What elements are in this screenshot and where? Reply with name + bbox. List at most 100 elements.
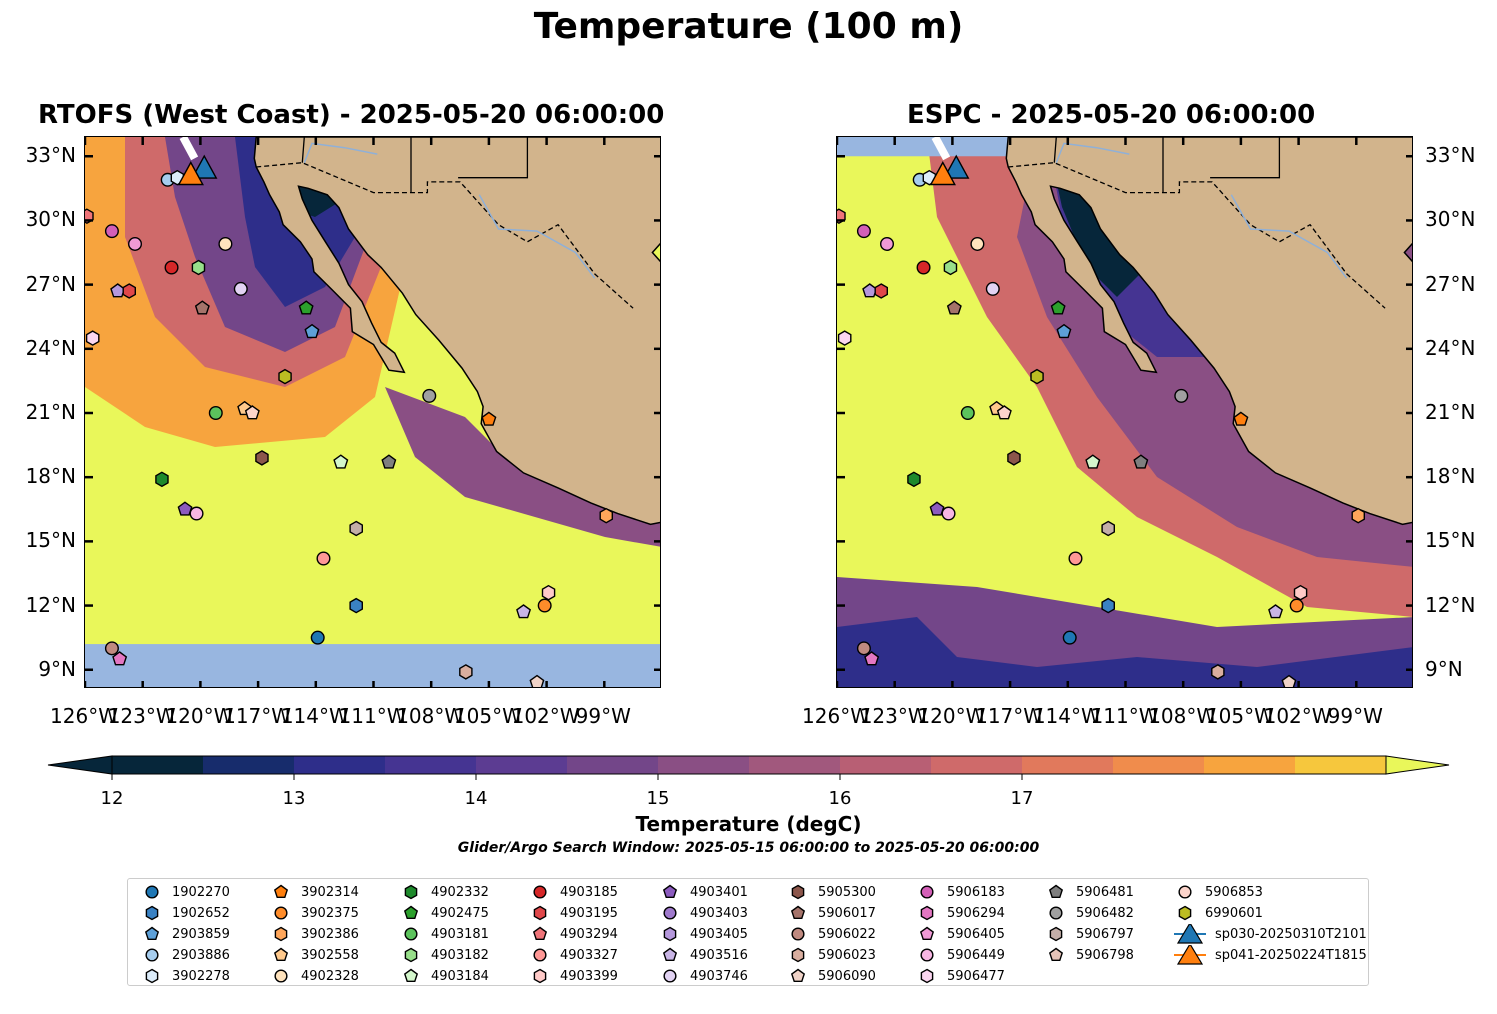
float-marker[interactable]: [255, 450, 269, 466]
float-marker[interactable]: [189, 506, 204, 521]
float-marker[interactable]: [960, 406, 975, 421]
float-marker[interactable]: [422, 388, 437, 403]
float-marker[interactable]: [1281, 674, 1297, 688]
legend-marker[interactable]: [404, 927, 418, 941]
float-marker[interactable]: [177, 501, 193, 516]
float-marker[interactable]: [1085, 454, 1101, 469]
float-marker[interactable]: [381, 454, 397, 469]
legend-marker[interactable]: [790, 968, 806, 983]
legend-marker[interactable]: [662, 884, 678, 899]
glider-marker[interactable]: [943, 154, 970, 179]
float-marker[interactable]: [516, 604, 532, 619]
legend-marker[interactable]: [1178, 885, 1192, 899]
float-marker[interactable]: [856, 224, 871, 239]
float-marker[interactable]: [310, 630, 325, 645]
legend-marker[interactable]: [404, 947, 418, 963]
legend-marker[interactable]: [403, 968, 419, 983]
glider-marker[interactable]: [177, 161, 204, 186]
legend-marker[interactable]: [920, 905, 934, 921]
float-marker[interactable]: [874, 283, 888, 299]
float-marker[interactable]: [122, 283, 136, 299]
map-panel-espc[interactable]: [836, 136, 1413, 688]
legend-marker[interactable]: [404, 884, 418, 900]
legend-marker[interactable]: [790, 905, 806, 920]
float-marker[interactable]: [1233, 411, 1249, 426]
float-marker[interactable]: [537, 598, 552, 613]
legend-marker[interactable]: [532, 926, 548, 941]
float-marker[interactable]: [599, 507, 613, 524]
float-marker[interactable]: [208, 406, 223, 421]
legend-marker[interactable]: [533, 948, 547, 962]
glider-marker[interactable]: [191, 154, 218, 179]
float-marker[interactable]: [155, 471, 169, 488]
legend-marker[interactable]: [1049, 926, 1063, 942]
legend-marker[interactable]: [663, 969, 677, 983]
float-marker[interactable]: [481, 411, 497, 426]
float-marker[interactable]: [1289, 598, 1304, 613]
legend-marker[interactable]: [145, 948, 159, 962]
legend-marker[interactable]: [663, 906, 677, 920]
legend-marker[interactable]: [273, 947, 289, 962]
float-marker[interactable]: [164, 260, 179, 275]
float-marker[interactable]: [907, 471, 921, 488]
legend-marker[interactable]: [533, 885, 547, 899]
float-marker[interactable]: [529, 674, 545, 688]
float-marker[interactable]: [1101, 520, 1115, 537]
legend-marker[interactable]: [533, 905, 547, 921]
legend-marker[interactable]: [920, 948, 934, 962]
float-marker[interactable]: [1062, 630, 1077, 645]
float-marker[interactable]: [541, 584, 556, 601]
float-marker[interactable]: [1211, 664, 1225, 680]
float-marker[interactable]: [1030, 368, 1044, 385]
float-marker[interactable]: [349, 520, 363, 537]
float-marker[interactable]: [1133, 454, 1149, 469]
float-marker[interactable]: [233, 281, 248, 296]
float-marker[interactable]: [864, 651, 880, 666]
float-marker[interactable]: [304, 323, 320, 339]
float-marker[interactable]: [218, 236, 233, 251]
float-marker[interactable]: [1050, 300, 1066, 315]
legend-marker[interactable]: [791, 884, 805, 900]
float-marker[interactable]: [1007, 450, 1021, 466]
float-marker[interactable]: [856, 641, 871, 656]
float-marker[interactable]: [298, 300, 314, 315]
legend-marker[interactable]: [662, 947, 678, 962]
legend-marker[interactable]: [663, 926, 677, 942]
legend-marker[interactable]: [1048, 947, 1064, 962]
float-marker[interactable]: [916, 260, 931, 275]
float-marker[interactable]: [1056, 323, 1072, 339]
float-marker[interactable]: [1174, 388, 1189, 403]
legend-marker[interactable]: [920, 968, 934, 984]
float-marker[interactable]: [996, 405, 1012, 420]
legend-marker[interactable]: [274, 969, 288, 983]
float-marker[interactable]: [333, 454, 349, 469]
legend-marker[interactable]: [273, 884, 289, 899]
float-marker[interactable]: [837, 330, 852, 346]
map-panel-rtofs[interactable]: [84, 136, 661, 688]
float-marker[interactable]: [459, 664, 473, 680]
legend-marker[interactable]: [791, 947, 805, 963]
legend-marker[interactable]: [1178, 905, 1192, 921]
float-marker[interactable]: [941, 506, 956, 521]
legend-marker[interactable]: [274, 906, 288, 920]
float-marker[interactable]: [112, 651, 128, 666]
legend-marker[interactable]: [1048, 884, 1064, 899]
legend-marker[interactable]: [403, 905, 419, 920]
float-marker[interactable]: [104, 224, 119, 239]
float-marker[interactable]: [929, 501, 945, 516]
float-marker[interactable]: [946, 300, 962, 315]
legend-marker[interactable]: [145, 905, 159, 921]
float-marker[interactable]: [1268, 604, 1284, 619]
legend-marker[interactable]: [145, 968, 159, 984]
float-marker[interactable]: [85, 330, 100, 346]
float-marker[interactable]: [191, 259, 206, 276]
legend-marker[interactable]: [533, 968, 547, 984]
float-marker[interactable]: [128, 236, 143, 251]
legend-marker[interactable]: [274, 926, 288, 942]
float-marker[interactable]: [278, 368, 292, 385]
float-marker[interactable]: [1351, 507, 1365, 524]
legend-marker[interactable]: [145, 885, 159, 899]
legend-marker[interactable]: [920, 885, 934, 899]
float-marker[interactable]: [244, 405, 260, 420]
float-marker[interactable]: [316, 551, 331, 566]
